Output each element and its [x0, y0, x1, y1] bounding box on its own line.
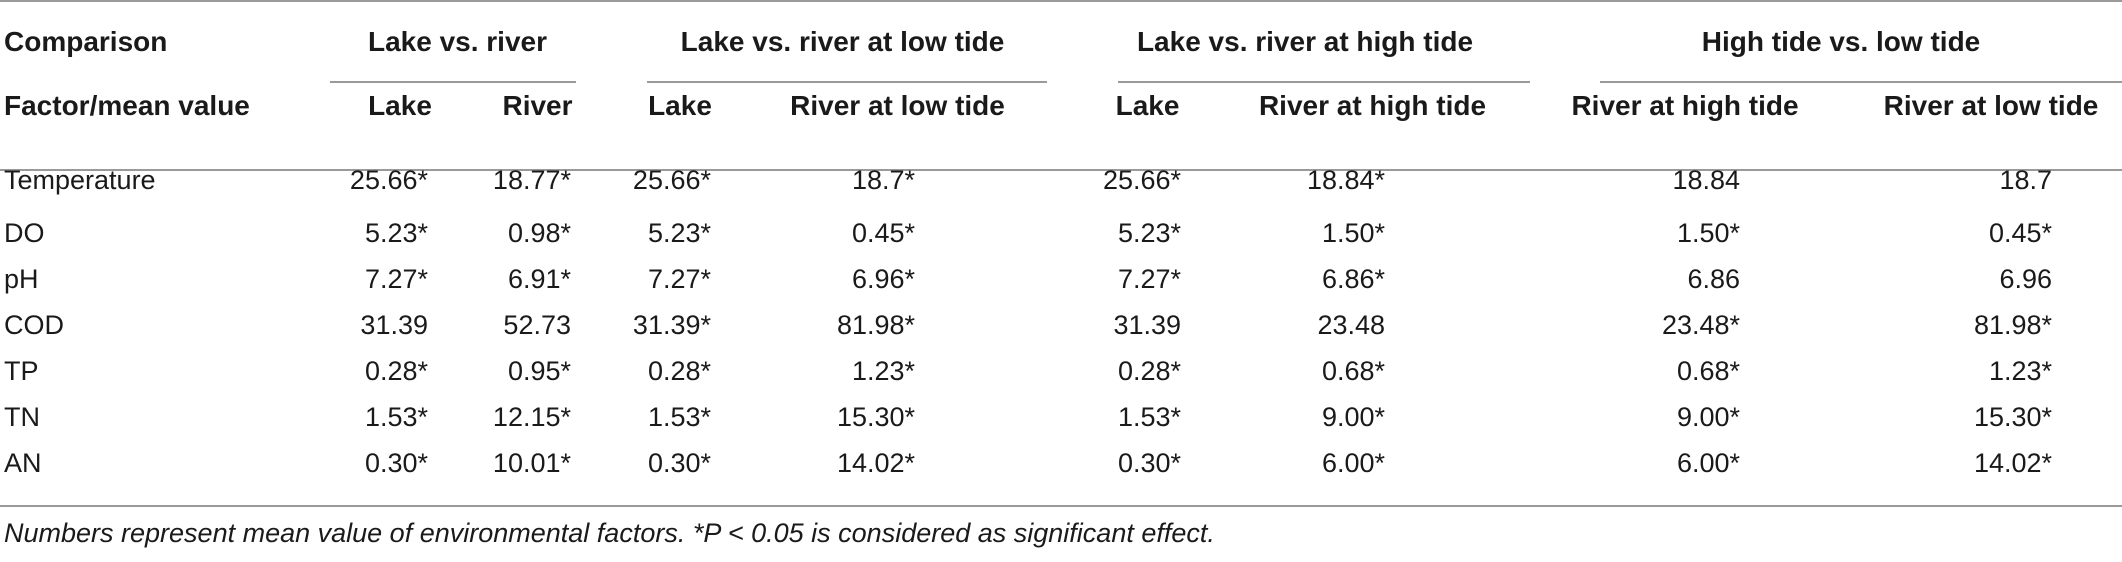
factor-name-cell: COD — [4, 309, 64, 340]
column-header-river: River — [502, 90, 573, 121]
value-cell: 1.23* — [1988, 355, 2053, 386]
value-cell: 6.86* — [1321, 263, 1386, 294]
value-cell: 18.84 — [1672, 164, 1741, 195]
value-cell: 14.02* — [1973, 447, 2053, 478]
factor-name-cell: Temperature — [4, 164, 156, 195]
group-underline-1 — [330, 81, 576, 83]
value-cell: 18.84* — [1306, 164, 1386, 195]
value-cell: 31.39 — [1113, 309, 1182, 340]
value-cell: 0.45* — [851, 217, 916, 248]
group-underline-4 — [1600, 81, 2122, 83]
value-cell: 1.53* — [364, 401, 428, 432]
value-cell: 25.66* — [632, 164, 711, 195]
column-header-lake: Lake — [368, 90, 432, 121]
table-footnote: Numbers represent mean value of environm… — [4, 518, 1215, 548]
value-cell: 6.91* — [507, 263, 571, 294]
table-row: DO 5.23* 0.98* 5.23* 0.45* 5.23* 1.50* 1.50* 0.4… — [0, 210, 2122, 256]
group-header-lake-vs-river: Lake vs. river — [367, 26, 548, 57]
environmental-factors-table: Comparison Lake vs. river Lake vs. river… — [0, 14, 2122, 486]
group-underline-3 — [1118, 81, 1530, 83]
value-cell: 1.23* — [851, 355, 916, 386]
value-cell: 0.28* — [1117, 355, 1182, 386]
value-cell: 0.45* — [1988, 217, 2053, 248]
table-row: TP 0.28* 0.95* 0.28* 1.23* 0.28* 0.68* 0.68* 1.2… — [0, 348, 2122, 394]
value-cell: 0.30* — [647, 447, 711, 478]
value-cell: 7.27* — [1117, 263, 1182, 294]
value-cell: 31.39* — [632, 309, 711, 340]
value-cell: 52.73 — [503, 309, 571, 340]
value-cell: 7.27* — [647, 263, 711, 294]
value-cell: 0.30* — [364, 447, 428, 478]
column-header-river-low-tide: River at low tide — [1883, 90, 2099, 121]
value-cell: 81.98* — [836, 309, 916, 340]
value-cell: 0.28* — [647, 355, 711, 386]
value-cell: 6.96* — [851, 263, 916, 294]
column-header-river-low-tide: River at low tide — [790, 90, 1005, 121]
sub-header-row: Factor/mean value Lake River Lake River … — [0, 70, 2122, 142]
value-cell: 1.53* — [647, 401, 711, 432]
group-header-tide-comparison: High tide vs. low tide — [1701, 26, 1981, 57]
bottom-rule — [0, 505, 2122, 507]
column-header-river-high-tide: River at high tide — [1258, 90, 1487, 121]
value-cell: 10.01* — [492, 447, 571, 478]
group-header-row: Comparison Lake vs. river Lake vs. river… — [0, 14, 2122, 70]
column-header-lake: Lake — [648, 90, 712, 121]
top-rule — [0, 0, 2122, 2]
table-row: COD 31.39 52.73 31.39* 81.98* 31.39 23.48 23.48… — [0, 302, 2122, 348]
value-cell: 15.30* — [836, 401, 916, 432]
value-cell: 23.48 — [1317, 309, 1386, 340]
column-header-lake: Lake — [1115, 90, 1180, 121]
table-row: pH 7.27* 6.91* 7.27* 6.96* 7.27* 6.86* 6.86 6.96 — [0, 256, 2122, 302]
value-cell: 5.23* — [364, 217, 428, 248]
value-cell: 1.53* — [1117, 401, 1182, 432]
group-header-high-tide: Lake vs. river at high tide — [1136, 26, 1474, 57]
value-cell: 23.48* — [1661, 309, 1741, 340]
value-cell: 0.30* — [1117, 447, 1182, 478]
value-cell: 14.02* — [836, 447, 916, 478]
value-cell: 1.50* — [1321, 217, 1386, 248]
comparison-header: Comparison — [4, 26, 168, 57]
value-cell: 5.23* — [647, 217, 711, 248]
value-cell: 0.98* — [507, 217, 571, 248]
value-cell: 12.15* — [492, 401, 571, 432]
value-cell: 1.50* — [1676, 217, 1741, 248]
value-cell: 0.28* — [364, 355, 428, 386]
value-cell: 5.23* — [1117, 217, 1182, 248]
group-header-low-tide: Lake vs. river at low tide — [680, 26, 1005, 57]
value-cell: 7.27* — [364, 263, 428, 294]
value-cell: 18.7* — [851, 164, 916, 195]
factor-name-cell: AN — [4, 447, 42, 478]
value-cell: 25.66* — [1102, 164, 1182, 195]
value-cell: 0.68* — [1321, 355, 1386, 386]
value-cell: 15.30* — [1973, 401, 2053, 432]
value-cell: 18.7 — [1999, 164, 2053, 195]
header-rule — [0, 169, 2122, 171]
value-cell: 9.00* — [1321, 401, 1386, 432]
table-row: AN 0.30* 10.01* 0.30* 14.02* 0.30* 6.00* 6.00* 1… — [0, 440, 2122, 486]
factor-name-cell: TN — [4, 401, 40, 432]
table-body: Temperature 25.66* 18.77* 25.66* 18.7* 25.66*… — [0, 142, 2122, 486]
value-cell: 0.68* — [1676, 355, 1741, 386]
factor-name-cell: pH — [4, 263, 39, 294]
factor-header: Factor/mean value — [4, 90, 250, 121]
table-row: Temperature 25.66* 18.77* 25.66* 18.7* 25.66*… — [0, 142, 2122, 210]
value-cell: 6.86 — [1687, 263, 1741, 294]
value-cell: 9.00* — [1676, 401, 1741, 432]
value-cell: 31.39 — [360, 309, 428, 340]
table-row: TN 1.53* 12.15* 1.53* 15.30* 1.53* 9.00* 9.00* 1… — [0, 394, 2122, 440]
value-cell: 6.96 — [1999, 263, 2053, 294]
value-cell: 6.00* — [1676, 447, 1741, 478]
column-header-river-high-tide: River at high tide — [1571, 90, 1799, 121]
value-cell: 81.98* — [1973, 309, 2053, 340]
value-cell: 25.66* — [349, 164, 428, 195]
group-underline-2 — [647, 81, 1047, 83]
factor-name-cell: TP — [4, 355, 39, 386]
value-cell: 0.95* — [507, 355, 571, 386]
factor-name-cell: DO — [4, 217, 45, 248]
value-cell: 6.00* — [1321, 447, 1386, 478]
value-cell: 18.77* — [492, 164, 571, 195]
